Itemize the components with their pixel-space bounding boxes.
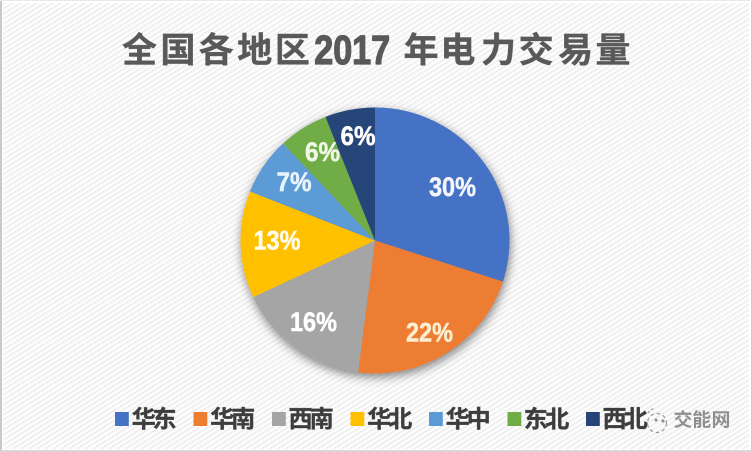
svg-text:7%: 7% [277, 167, 312, 197]
svg-text:2017: 2017 [314, 27, 390, 73]
svg-text:6%: 6% [305, 137, 340, 167]
svg-text:6%: 6% [341, 121, 376, 151]
svg-text:22%: 22% [406, 317, 453, 347]
svg-text:30%: 30% [429, 172, 476, 202]
svg-text:16%: 16% [290, 307, 337, 337]
svg-text:13%: 13% [254, 225, 301, 255]
